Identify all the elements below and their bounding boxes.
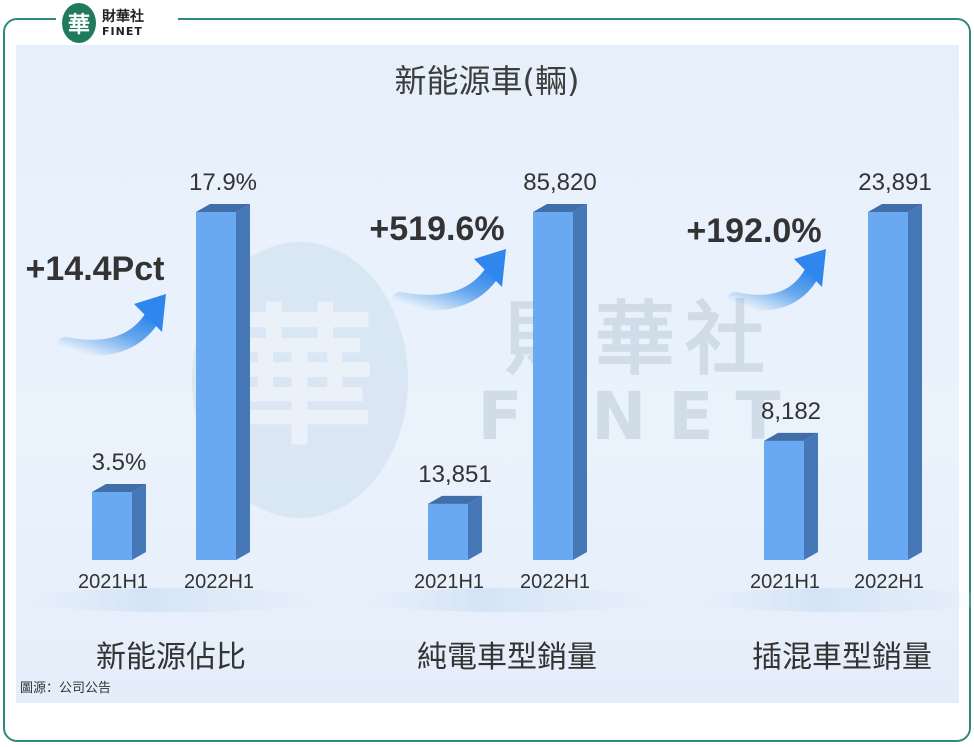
change-label: +192.0% — [686, 212, 821, 250]
growth-arrow-head — [474, 249, 506, 287]
value-label: 23,891 — [858, 169, 931, 196]
category-label: 2021H1 — [414, 571, 484, 593]
change-label: +14.4Pct — [26, 250, 165, 288]
change-label: +519.6% — [369, 210, 504, 248]
bar-top — [92, 483, 146, 492]
bar-top — [868, 204, 922, 212]
watermark-en: FINET — [477, 378, 803, 455]
logo-text: 財華社 FINET — [102, 10, 144, 37]
chart-base — [360, 588, 661, 612]
logo-name-cn: 財華社 — [102, 8, 144, 25]
bar-front — [868, 212, 908, 560]
category-label: 2022H1 — [854, 571, 924, 593]
growth-arrow — [727, 265, 820, 311]
bar-2022H1 — [868, 204, 922, 560]
bar-side — [236, 204, 250, 560]
bar-top — [428, 495, 482, 504]
chart-group-1: +14.4Pct 3.5% 2021H1 17.9% 2022H1 新能源佔比 — [24, 169, 324, 675]
value-label: 17.9% — [189, 169, 257, 196]
value-label: 3.5% — [92, 449, 147, 476]
bar-front — [196, 212, 236, 560]
bar-side — [573, 204, 587, 560]
category-label: 2022H1 — [520, 571, 590, 593]
growth-arrow — [57, 310, 160, 356]
growth-arrow — [392, 265, 500, 311]
bar-side — [804, 432, 818, 560]
source-note: 圖源：公司公告 — [20, 681, 112, 696]
value-label: 85,820 — [523, 169, 596, 196]
logo-name-en: FINET — [102, 24, 143, 38]
growth-arrow-head — [134, 294, 166, 332]
chart-title: 新能源車(輛) — [394, 62, 580, 100]
bar-side — [908, 204, 922, 560]
value-label: 8,182 — [761, 398, 821, 425]
bar-top — [533, 204, 587, 212]
chart-base — [24, 588, 324, 612]
bar-2021H1 — [92, 483, 146, 560]
bar-front — [533, 212, 573, 560]
bar-front — [92, 491, 132, 560]
value-label: 13,851 — [418, 461, 491, 488]
logo-mark: 華 — [62, 3, 96, 43]
chart-group-3: +192.0% 8,182 2021H1 23,891 2022H1 插混車型銷量 — [686, 169, 974, 675]
category-label: 2021H1 — [750, 571, 820, 593]
group-label: 插混車型銷量 — [752, 640, 932, 675]
bar-2022H1 — [196, 204, 250, 560]
bar-top — [764, 432, 818, 441]
bar-side — [132, 483, 146, 560]
bar-2021H1 — [764, 432, 818, 560]
growth-arrow-head — [794, 249, 826, 287]
bar-side — [468, 495, 482, 560]
bar-front — [764, 440, 804, 560]
bar-2022H1 — [533, 204, 587, 560]
bar-front — [428, 503, 468, 560]
chart-base — [696, 588, 974, 612]
group-label: 純電車型銷量 — [417, 640, 597, 675]
category-label: 2021H1 — [78, 571, 148, 593]
chart-group-2: +519.6% 13,851 2021H1 85,820 2022H1 純電車型銷量 — [360, 169, 661, 675]
bar-2021H1 — [428, 495, 482, 560]
finet-logo: 華 財華社 FINET — [56, 2, 178, 44]
group-label: 新能源佔比 — [96, 640, 246, 675]
bar-top — [196, 204, 250, 212]
category-label: 2022H1 — [184, 571, 254, 593]
